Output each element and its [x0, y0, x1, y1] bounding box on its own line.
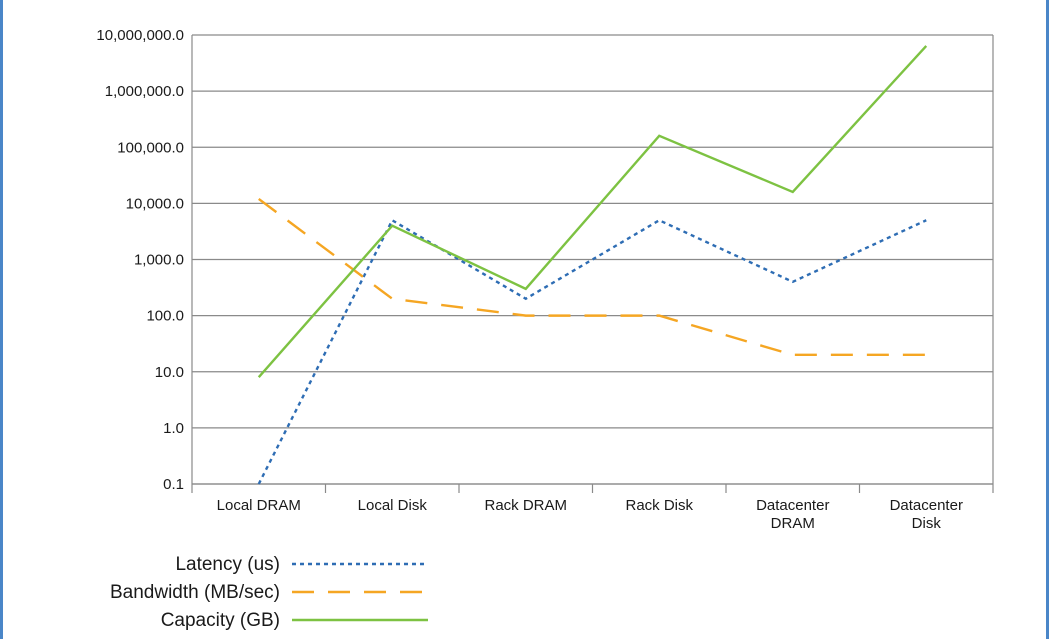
left-edge-border	[0, 0, 3, 639]
x-tick-label: Local DRAM	[217, 497, 301, 514]
x-tick-label: Local Disk	[358, 497, 428, 514]
x-tick-label: Datacenter Disk	[890, 497, 963, 532]
legend: Latency (us) Bandwidth (MB/sec) Capacity (…	[110, 554, 428, 631]
axes	[191, 35, 994, 493]
x-tick-labels: Local DRAM Local Disk Rack DRAM Rack Disk Da…	[217, 497, 963, 532]
legend-label: Bandwidth (MB/sec)	[110, 582, 280, 603]
y-tick-label: 1.0	[163, 420, 184, 437]
x-tick-label: Rack DRAM	[484, 497, 567, 514]
legend-label: Capacity (GB)	[161, 610, 280, 631]
series-line-2	[257, 45, 928, 378]
y-tick-label: 0.1	[163, 476, 184, 493]
y-tick-label: 1,000.0	[134, 252, 184, 269]
series-line-0	[257, 218, 927, 485]
y-tick-label: 1,000,000.0	[105, 83, 184, 100]
x-tick-label: Rack Disk	[625, 497, 693, 514]
y-tick-labels: 0.1 1.0 10.0 100.0 1,000.0 10,000.0 100,000.0 1…	[96, 27, 184, 493]
right-edge-border	[1046, 0, 1049, 639]
series-lines	[257, 45, 928, 485]
grid-lines	[192, 34, 993, 485]
y-tick-label: 10,000,000.0	[96, 27, 184, 44]
y-tick-label: 10,000.0	[126, 195, 184, 212]
y-tick-label: 100,000.0	[117, 139, 184, 156]
legend-label: Latency (us)	[175, 554, 280, 575]
y-tick-label: 100.0	[146, 308, 184, 325]
series-line-1	[258, 197, 927, 357]
x-tick-label: Datacenter DRAM	[756, 497, 829, 532]
y-tick-label: 10.0	[155, 364, 184, 381]
